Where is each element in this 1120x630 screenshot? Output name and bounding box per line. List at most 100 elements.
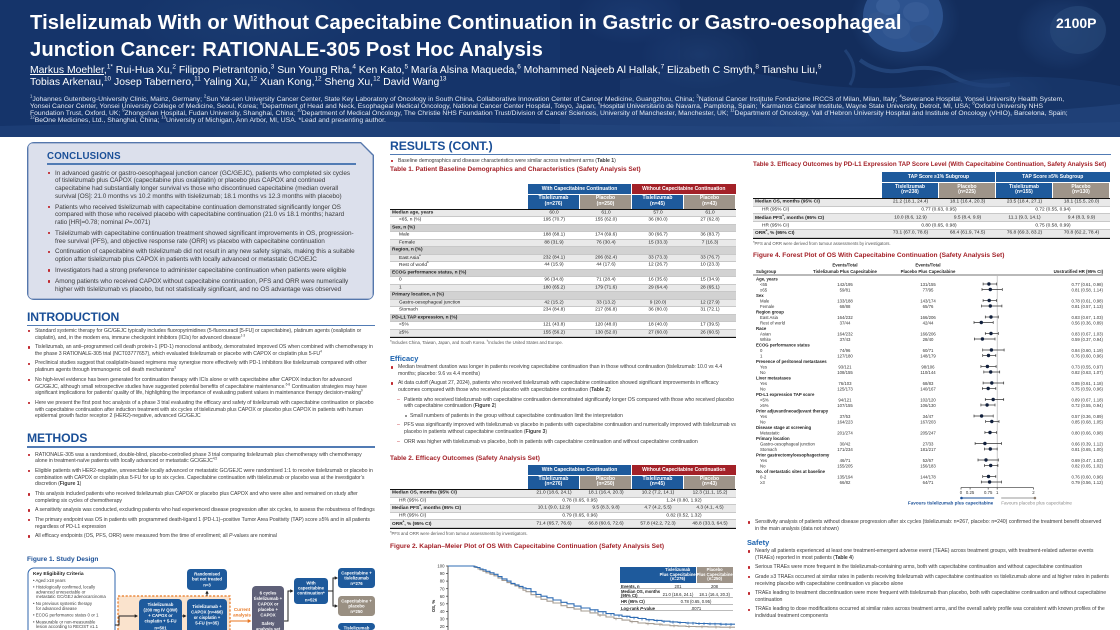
svg-text:70: 70	[440, 586, 445, 591]
svg-text:Tislelizumab: Tislelizumab	[344, 626, 370, 630]
svg-text:Disease stage at screening: Disease stage at screening	[756, 425, 812, 430]
svg-text:Race: Race	[756, 326, 767, 331]
svg-text:0.83 (0.67, 1.03): 0.83 (0.67, 1.03)	[1071, 331, 1103, 336]
svg-text:0.56 (0.36, 0.89): 0.56 (0.36, 0.89)	[1071, 320, 1103, 325]
svg-text:Prior gastrectomy/oesophagecto: Prior gastrectomy/oesophagectomy	[756, 452, 830, 457]
svg-text:tislelizumab: tislelizumab	[344, 576, 369, 581]
svg-text:140/167: 140/167	[920, 386, 936, 391]
svg-text:Prior adjuvant/neoadjuvant the: Prior adjuvant/neoadjuvant therapy	[756, 408, 829, 413]
svg-text:125/173: 125/173	[837, 386, 853, 391]
svg-text:• Aged ≥18 years: • Aged ≥18 years	[33, 578, 66, 583]
svg-text:Liver metastases: Liver metastases	[756, 375, 791, 380]
svg-text:0.80 (0.66, 0.98): 0.80 (0.66, 0.98)	[1071, 430, 1103, 435]
svg-text:Male: Male	[760, 298, 770, 303]
svg-text:Tislelizumab Plus Capecitabine: Tislelizumab Plus Capecitabine	[813, 269, 878, 274]
svg-text:but not treated: but not treated	[192, 577, 222, 582]
svg-text:90: 90	[440, 571, 445, 576]
svg-text:0.57 (0.36, 0.89): 0.57 (0.36, 0.89)	[1071, 414, 1103, 419]
svg-text:0.85 (0.61, 1.18): 0.85 (0.61, 1.18)	[1071, 381, 1103, 386]
svg-text:Capecitabine +: Capecitabine +	[341, 571, 372, 576]
svg-text:66/82: 66/82	[840, 480, 851, 485]
svg-text:167/203: 167/203	[920, 419, 936, 424]
svg-text:164/223: 164/223	[837, 419, 853, 424]
svg-text:No: No	[760, 370, 766, 375]
svg-text:CAPOX or: CAPOX or	[258, 602, 279, 607]
svg-text:tislelizumab +: tislelizumab +	[254, 596, 283, 601]
svg-text:37/44: 37/44	[840, 320, 851, 325]
svg-text:100: 100	[437, 564, 445, 569]
svg-text:PD-L1 expression TAP score: PD-L1 expression TAP score	[756, 392, 815, 397]
svg-text:0.82 (0.65, 1.02): 0.82 (0.65, 1.02)	[1071, 463, 1103, 468]
svg-text:155/205: 155/205	[837, 463, 853, 468]
svg-text:Primary location: Primary location	[756, 436, 790, 441]
svg-text:Yes: Yes	[760, 381, 767, 386]
svg-text:≥65: ≥65	[760, 287, 768, 292]
svg-text:capecitabine: capecitabine	[298, 586, 325, 591]
svg-text:0.66 (0.39, 1.12): 0.66 (0.39, 1.12)	[1071, 441, 1103, 446]
svg-text:0: 0	[760, 348, 763, 353]
svg-text:0.69 (0.47, 1.03): 0.69 (0.47, 1.03)	[1071, 458, 1103, 463]
svg-text:59/81: 59/81	[840, 287, 851, 292]
svg-text:continuation*: continuation*	[297, 591, 325, 596]
svg-text:for advanced disease: for advanced disease	[36, 606, 77, 611]
svg-text:1: 1	[996, 490, 999, 495]
svg-text:OS, %: OS, %	[431, 600, 436, 613]
svg-text:Female: Female	[760, 304, 775, 309]
svg-text:156/183: 156/183	[920, 463, 936, 468]
svg-text:0.72 (0.55, 0.94): 0.72 (0.55, 0.94)	[1071, 403, 1103, 408]
svg-text:201/274: 201/274	[837, 430, 853, 435]
svg-text:Region group: Region group	[756, 309, 784, 314]
svg-text:108/155: 108/155	[837, 370, 853, 375]
svg-text:n=276: n=276	[350, 581, 363, 586]
svg-text:• ECOG performance status 0 or: • ECOG performance status 0 or 1	[33, 613, 99, 618]
svg-text:5-FU (n=35): 5-FU (n=35)	[195, 621, 219, 626]
svg-text:0.84 (0.60, 1.19): 0.84 (0.60, 1.19)	[1071, 348, 1103, 353]
svg-text:74/96: 74/96	[840, 348, 851, 353]
svg-text:52/67: 52/67	[923, 458, 934, 463]
svg-text:Events/Total: Events/Total	[832, 263, 857, 268]
svg-text:94/121: 94/121	[838, 397, 852, 402]
svg-text:68/83: 68/83	[923, 381, 934, 386]
svg-text:166/206: 166/206	[920, 331, 936, 336]
svg-text:CAPOX (n=466): CAPOX (n=466)	[191, 610, 223, 615]
svg-text:(200 mg IV Q3W): (200 mg IV Q3W)	[144, 608, 178, 613]
svg-text:Subgroup: Subgroup	[756, 269, 777, 274]
svg-text:0-2: 0-2	[760, 474, 767, 479]
svg-text:37/43: 37/43	[840, 337, 851, 342]
svg-text:lesion according to RECIST v1.: lesion according to RECIST v1.1	[36, 624, 99, 629]
svg-text:Age, years: Age, years	[756, 276, 778, 281]
svg-text:164/232: 164/232	[837, 315, 853, 320]
svg-text:CAPOX: CAPOX	[260, 613, 275, 618]
svg-text:0.25: 0.25	[966, 490, 975, 495]
svg-text:Stomach: Stomach	[760, 447, 778, 452]
svg-text:0.75 (0.59, 0.96): 0.75 (0.59, 0.96)	[1071, 386, 1103, 391]
svg-text:Favours tislelizumab plus cape: Favours tislelizumab plus capecitabine	[908, 501, 994, 506]
svg-text:0.77 (0.61, 0.98): 0.77 (0.61, 0.98)	[1071, 282, 1103, 287]
svg-text:With: With	[306, 581, 316, 586]
svg-text:0.85 (0.68, 1.05): 0.85 (0.68, 1.05)	[1071, 419, 1103, 424]
svg-text:131/155: 131/155	[920, 282, 936, 287]
svg-text:143/174: 143/174	[920, 298, 936, 303]
svg-text:144/178: 144/178	[920, 474, 936, 479]
svg-text:171/234: 171/234	[837, 447, 853, 452]
svg-text:Events/Total: Events/Total	[915, 263, 940, 268]
svg-text:analysis: analysis	[233, 613, 251, 618]
svg-text:0.76 (0.60, 0.96): 0.76 (0.60, 0.96)	[1071, 353, 1103, 358]
svg-text:40: 40	[440, 609, 445, 614]
svg-text:Randomised: Randomised	[194, 572, 220, 577]
svg-text:ECOG performance status: ECOG performance status	[756, 342, 810, 347]
svg-text:≥5%: ≥5%	[760, 403, 769, 408]
svg-text:advanced unresectable or: advanced unresectable or	[36, 589, 86, 594]
svg-text:n=3: n=3	[203, 583, 211, 588]
svg-text:<65: <65	[760, 282, 768, 287]
svg-text:No: No	[760, 386, 766, 391]
svg-text:Rest of world: Rest of world	[760, 320, 786, 325]
svg-text:+ CAPOX or: + CAPOX or	[148, 613, 173, 618]
svg-text:28/40: 28/40	[923, 337, 934, 342]
svg-text:0.73 (0.55, 0.97): 0.73 (0.55, 0.97)	[1071, 364, 1103, 369]
svg-text:0.83 (0.67, 1.03): 0.83 (0.67, 1.03)	[1071, 315, 1103, 320]
svg-text:Safety: Safety	[262, 621, 276, 626]
svg-text:46/71: 46/71	[840, 458, 851, 463]
svg-text:Current: Current	[234, 607, 251, 612]
svg-text:0.59 (0.37, 0.94): 0.59 (0.37, 0.94)	[1071, 337, 1103, 342]
